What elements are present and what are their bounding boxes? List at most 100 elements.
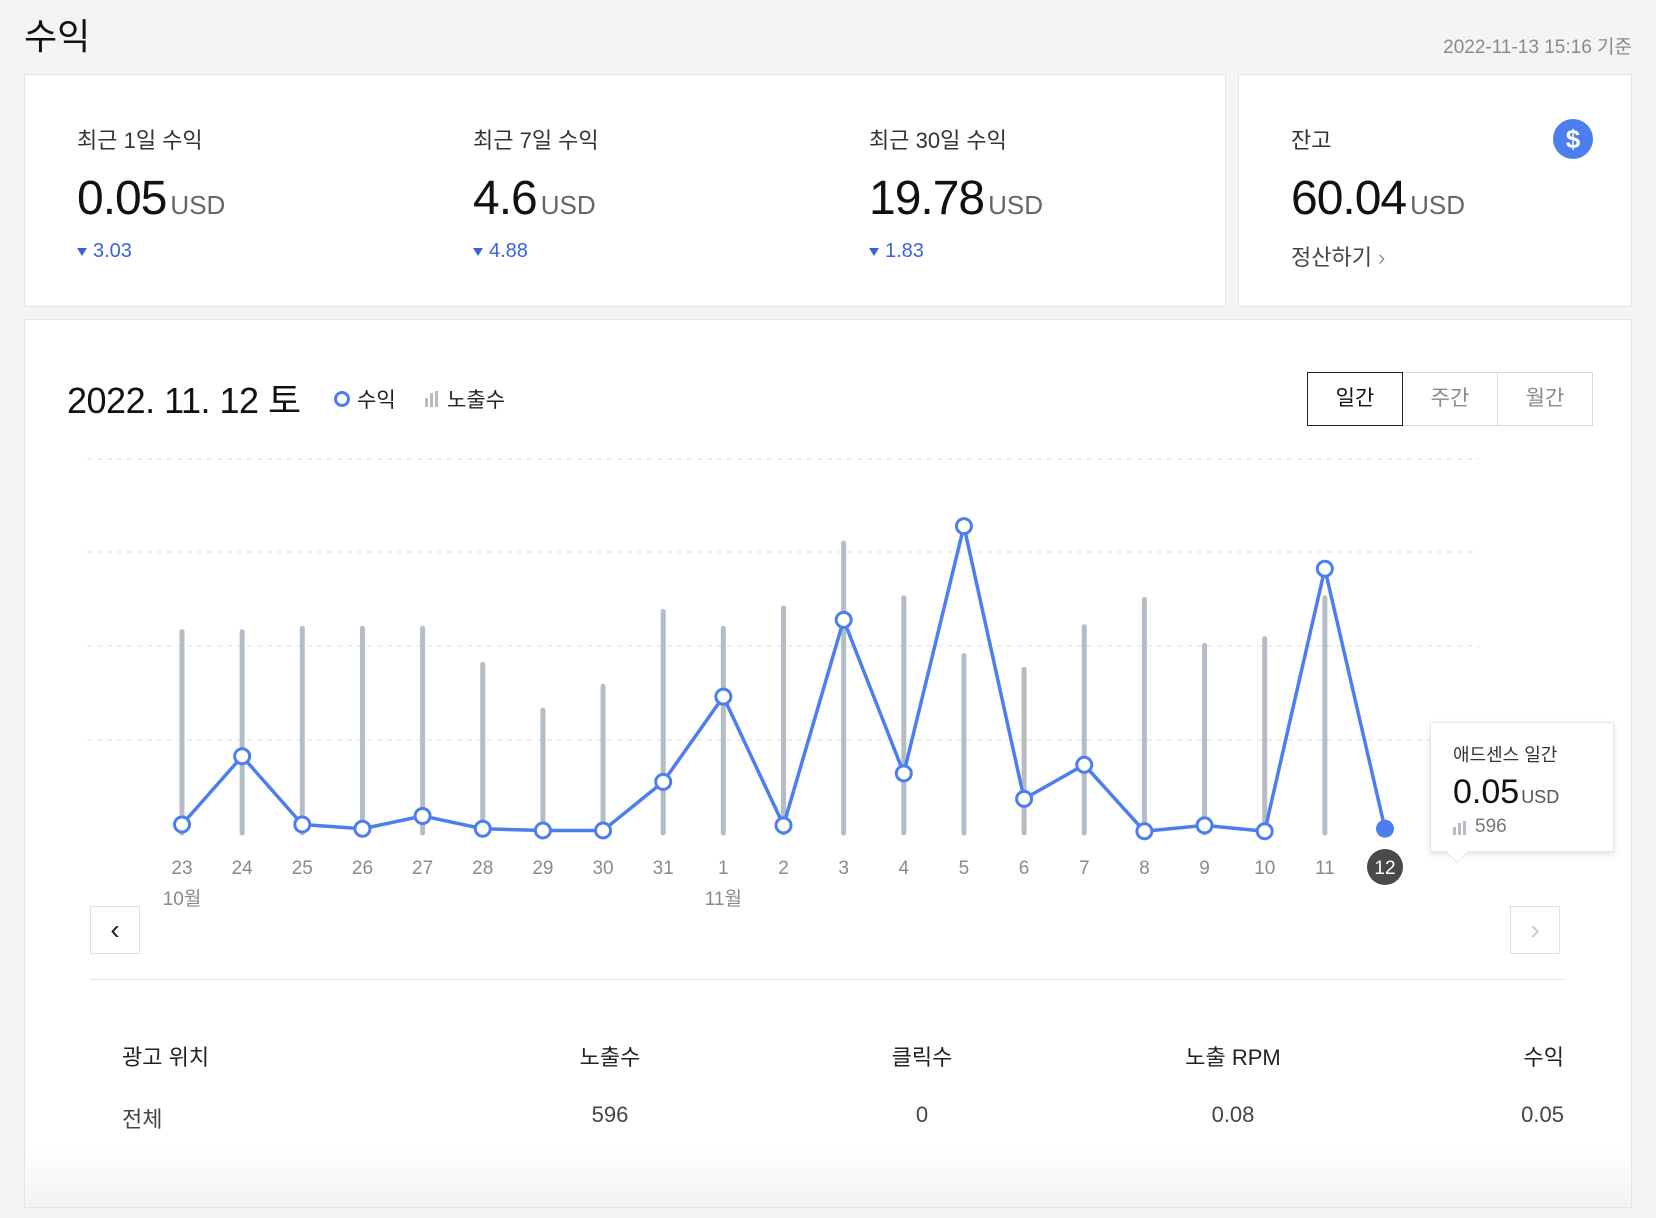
balance-unit: USD	[1410, 190, 1466, 220]
stat-value: 4.6 USD	[473, 171, 599, 226]
revenue-point	[1255, 822, 1274, 841]
tab-monthly[interactable]: 월간	[1497, 372, 1593, 426]
stat-label: 최근 1일 수익	[77, 128, 203, 153]
x-tick-label: 30	[592, 858, 613, 879]
stat-unit: USD	[540, 190, 596, 220]
tab-daily[interactable]: 일간	[1307, 372, 1403, 426]
col-impressions: 노출수	[579, 1045, 641, 1070]
stat-label: 최근 7일 수익	[473, 128, 599, 153]
revenue-point	[654, 772, 673, 791]
col-revenue: 수익	[1523, 1045, 1564, 1070]
tooltip-title: 애드센스 일간	[1453, 745, 1558, 765]
settle-link[interactable]: 정산하기 ›	[1291, 240, 1465, 272]
stat-delta: 1.83	[869, 240, 1043, 263]
tooltip-unit: USD	[1521, 787, 1560, 807]
revenue-point	[894, 764, 913, 783]
period-tabs: 일간 주간 월간	[1307, 372, 1593, 426]
x-tick-label: 8	[1139, 858, 1150, 879]
legend-impressions-label: 노출수	[447, 389, 505, 412]
chart-tooltip: 애드센스 일간 0.05 USD 596	[1430, 722, 1614, 864]
bar-chart-icon	[425, 391, 440, 407]
x-tick-label: 6	[1019, 858, 1030, 879]
revenue-point	[473, 819, 492, 838]
x-tick-label: 1	[718, 858, 729, 879]
x-tick-label: 25	[292, 858, 313, 879]
stat-number: 19.78	[869, 172, 985, 225]
revenue-summary-card: 최근 1일 수익 0.05 USD 3.03 최근 7일 수익 4.6 USD 4.…	[24, 74, 1226, 307]
cell-clicks: 0	[915, 1102, 929, 1127]
x-tick-label: 2	[778, 858, 789, 879]
revenue-circle-icon	[334, 391, 350, 407]
revenue-point	[1075, 755, 1094, 774]
month-label: 11월	[705, 888, 742, 910]
chevron-right-icon: ›	[1377, 245, 1386, 270]
col-ad-position: 광고 위치	[122, 1045, 210, 1070]
stat-number: 0.05	[77, 172, 167, 225]
dollar-icon: $	[1553, 119, 1593, 159]
tooltip-impressions: 596	[1453, 816, 1613, 838]
revenue-point	[1315, 559, 1334, 578]
revenue-point	[714, 687, 733, 706]
revenue-point	[233, 747, 252, 766]
revenue-point	[1015, 789, 1034, 808]
legend-revenue: 수익	[334, 384, 396, 414]
revenue-point	[954, 517, 973, 536]
revenue-point	[834, 610, 853, 629]
revenue-point	[173, 815, 191, 834]
down-triangle-icon	[77, 247, 87, 256]
x-tick-label: 10	[1254, 858, 1275, 879]
revenue-point	[774, 816, 793, 835]
x-tick-label: 26	[352, 858, 373, 879]
x-tick-label: 28	[472, 858, 493, 879]
stat-7day: 최근 7일 수익 4.6 USD 4.88	[473, 123, 599, 263]
x-tick-label: 4	[899, 858, 910, 879]
revenue-point	[1195, 816, 1214, 835]
legend-revenue-label: 수익	[357, 389, 396, 412]
balance-card: $ 잔고 60.04 USD 정산하기 ›	[1238, 74, 1632, 307]
stat-1day: 최근 1일 수익 0.05 USD 3.03	[77, 123, 225, 263]
next-period-button[interactable]: ›	[1510, 906, 1560, 954]
stat-number: 4.6	[473, 172, 538, 225]
prev-period-button[interactable]: ‹	[90, 906, 140, 954]
stat-value: 0.05 USD	[77, 171, 225, 226]
down-triangle-icon	[473, 247, 483, 256]
chart-date: 2022. 11. 12 토	[67, 380, 301, 421]
chevron-right-icon: ›	[1530, 914, 1540, 945]
month-label: 10월	[163, 888, 202, 910]
x-tick-label: 7	[1079, 858, 1090, 879]
legend-impressions: 노출수	[425, 384, 505, 414]
selected-day-badge	[1367, 849, 1403, 885]
stat-delta: 3.03	[77, 240, 225, 263]
as-of-timestamp: 2022-11-13 15:16 기준	[1443, 37, 1632, 58]
revenue-point	[353, 819, 372, 838]
tooltip-value: 0.05 USD	[1453, 773, 1613, 812]
x-tick-label: 5	[959, 858, 970, 879]
x-tick-label-selected: 12	[1374, 858, 1395, 879]
stat-delta: 4.88	[473, 240, 599, 263]
col-rpm: 노출 RPM	[1185, 1045, 1281, 1070]
cell-revenue: 0.05	[1521, 1102, 1564, 1127]
revenue-point	[1135, 822, 1154, 841]
divider	[90, 979, 1564, 980]
stat-value: 19.78 USD	[869, 171, 1043, 226]
stat-delta-value: 3.03	[93, 240, 132, 262]
balance-stat: 잔고 60.04 USD 정산하기 ›	[1291, 123, 1465, 272]
tooltip-number: 0.05	[1453, 773, 1520, 811]
tooltip-impressions-value: 596	[1475, 816, 1507, 837]
balance-number: 60.04	[1291, 172, 1407, 225]
bar-chart-icon	[1453, 819, 1468, 835]
bottom-fade	[25, 1147, 1631, 1207]
stat-delta-value: 4.88	[489, 240, 528, 262]
balance-label: 잔고	[1291, 128, 1332, 153]
revenue-point-selected	[1376, 819, 1394, 838]
revenue-point	[413, 806, 432, 825]
revenue-point	[533, 821, 552, 840]
page-title: 수익	[24, 16, 91, 57]
x-tick-label: 31	[653, 858, 674, 879]
x-tick-label: 3	[838, 858, 849, 879]
stat-label: 최근 30일 수익	[869, 128, 1007, 153]
x-tick-label: 24	[232, 858, 254, 879]
settle-link-label: 정산하기	[1291, 245, 1372, 270]
tab-weekly[interactable]: 주간	[1402, 372, 1498, 426]
stat-unit: USD	[988, 190, 1044, 220]
